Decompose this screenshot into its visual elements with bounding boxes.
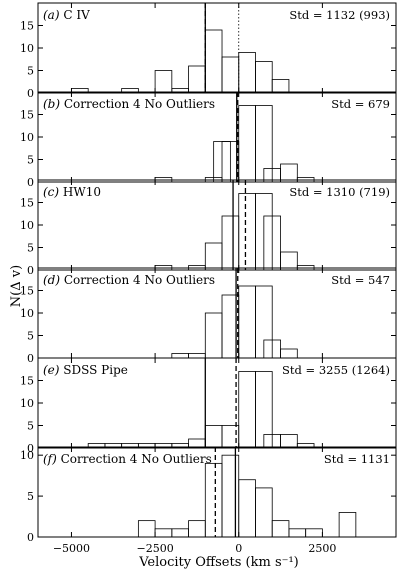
y-tick-label: 5 <box>27 242 34 255</box>
y-tick-label: 10 <box>20 219 34 232</box>
y-tick-label: 0 <box>27 442 34 455</box>
panel-letter: (d) <box>43 273 60 287</box>
histogram-bar <box>255 487 273 538</box>
panel-label: (c) HW10 <box>43 185 101 199</box>
y-tick-label: 5 <box>27 420 34 433</box>
panel-label: (b) Correction 4 No Outliers <box>43 97 215 111</box>
histogram-bar <box>280 163 298 183</box>
panel-name: HW10 <box>59 185 101 199</box>
y-tick-label: 0 <box>27 176 34 189</box>
x-axis-tick-labels: −5000 −2500 0 2500 <box>53 542 337 555</box>
panel-letter: (a) <box>43 8 60 22</box>
x-axis-title: Velocity Offsets (km s⁻¹) <box>138 555 299 570</box>
histogram-bar <box>271 79 290 94</box>
y-tick-label: 15 <box>20 285 34 298</box>
y-tick-label: 5 <box>27 154 34 167</box>
x-tick-label: 0 <box>235 542 242 555</box>
y-tick-label: 10 <box>20 397 34 410</box>
panel-label: (f) Correction 4 No Outliers <box>43 452 212 466</box>
histogram-bar <box>188 520 206 538</box>
histogram-bar <box>305 528 323 538</box>
histogram-bar <box>171 528 189 538</box>
panel-name: C IV <box>60 8 91 22</box>
histogram-bar <box>188 65 206 94</box>
y-tick-label: 15 <box>20 197 34 210</box>
std-annotation: Std = 1132 (993) <box>289 8 390 22</box>
x-tick-label: 2500 <box>308 542 336 555</box>
y-tick-label: 10 <box>20 307 34 320</box>
histogram-bar <box>171 353 189 359</box>
histogram-bar <box>238 105 256 183</box>
y-tick-label: 5 <box>27 330 34 343</box>
panel-1: 0 5 10 15 (b) Correction 4 No Outliers Std = … <box>20 91 397 189</box>
panel-label: (e) SDSS Pipe <box>43 363 128 377</box>
histogram-bar <box>238 285 256 359</box>
histogram-bar <box>263 215 281 271</box>
panel-4: 0 5 10 15 (e) SDSS Pipe Std = 3255 (1264) <box>20 357 397 455</box>
panel-name: Correction 4 No Outliers <box>60 97 215 111</box>
std-annotation: Std = 3255 (1264) <box>282 363 390 377</box>
histogram-bar <box>154 528 173 538</box>
y-tick-label: 0 <box>27 352 34 365</box>
histogram-bar <box>280 434 298 449</box>
y-tick-label: 10 <box>20 42 34 55</box>
y-tick-label: 10 <box>20 131 34 144</box>
histogram-bar <box>154 70 173 94</box>
histogram-bar <box>221 215 240 271</box>
histogram-bar <box>238 52 256 94</box>
histogram-bar <box>280 251 298 271</box>
histogram-bar <box>238 371 256 449</box>
y-tick-label: 15 <box>20 20 34 33</box>
histogram-panels: 0 5 10 15 (a) C IV Std = 1132 (993) 0 5 10 15 (b) … <box>20 2 397 544</box>
histogram-bar <box>137 520 156 538</box>
panel-letter: (b) <box>43 97 60 111</box>
panel-0: 0 5 10 15 (a) C IV Std = 1132 (993) <box>20 2 397 100</box>
histogram-bar <box>296 443 315 449</box>
y-tick-label: 5 <box>27 65 34 78</box>
histogram-bar <box>204 242 223 271</box>
histogram-bar <box>238 193 256 271</box>
y-axis-title: N(Δ v) <box>9 265 24 307</box>
histogram-bar <box>204 425 223 449</box>
std-annotation: Std = 1131 <box>324 452 390 466</box>
histogram-bar <box>221 56 240 94</box>
y-tick-label: 0 <box>27 264 34 277</box>
histogram-bar <box>121 88 139 94</box>
histogram-bar <box>204 462 223 538</box>
y-tick-label: 0 <box>27 87 34 100</box>
histogram-bar <box>271 520 290 538</box>
histogram-bar <box>221 425 240 449</box>
panel-name: SDSS Pipe <box>59 363 127 377</box>
panel-letter: (f) <box>43 452 57 466</box>
histogram-bar <box>288 528 307 538</box>
panel-5: 0 5 10 (f) Correction 4 No Outliers Std = 11… <box>20 446 397 544</box>
y-tick-label: 15 <box>20 375 34 388</box>
panel-label: (a) C IV <box>43 8 90 22</box>
histogram-bar <box>338 512 357 538</box>
histogram-bar <box>255 61 273 94</box>
histogram-bar <box>238 479 256 538</box>
panel-name: Correction 4 No Outliers <box>57 452 212 466</box>
std-annotation: Std = 679 <box>331 97 390 111</box>
histogram-bar <box>204 312 223 359</box>
panel-3: 0 5 10 15 (d) Correction 4 No Outliers Std = … <box>20 267 397 365</box>
x-tick-label: −2500 <box>136 542 173 555</box>
panel-letter: (c) <box>43 185 59 199</box>
y-tick-label: 0 <box>27 531 34 544</box>
std-annotation: Std = 547 <box>331 273 390 287</box>
panel-letter: (e) <box>43 363 60 377</box>
y-tick-label: 5 <box>27 490 34 503</box>
histogram-bar <box>204 29 223 94</box>
x-tick-label: −5000 <box>53 542 90 555</box>
histogram-bar <box>280 348 298 359</box>
y-tick-label: 15 <box>20 109 34 122</box>
panel-label: (d) Correction 4 No Outliers <box>43 273 215 287</box>
std-annotation: Std = 1310 (719) <box>289 185 390 199</box>
histogram-bar <box>188 353 206 359</box>
panel-2: 0 5 10 15 (c) HW10 Std = 1310 (719) <box>20 179 397 277</box>
histogram-bar <box>221 454 240 538</box>
y-tick-label: 10 <box>20 449 34 462</box>
panel-name: Correction 4 No Outliers <box>60 273 215 287</box>
